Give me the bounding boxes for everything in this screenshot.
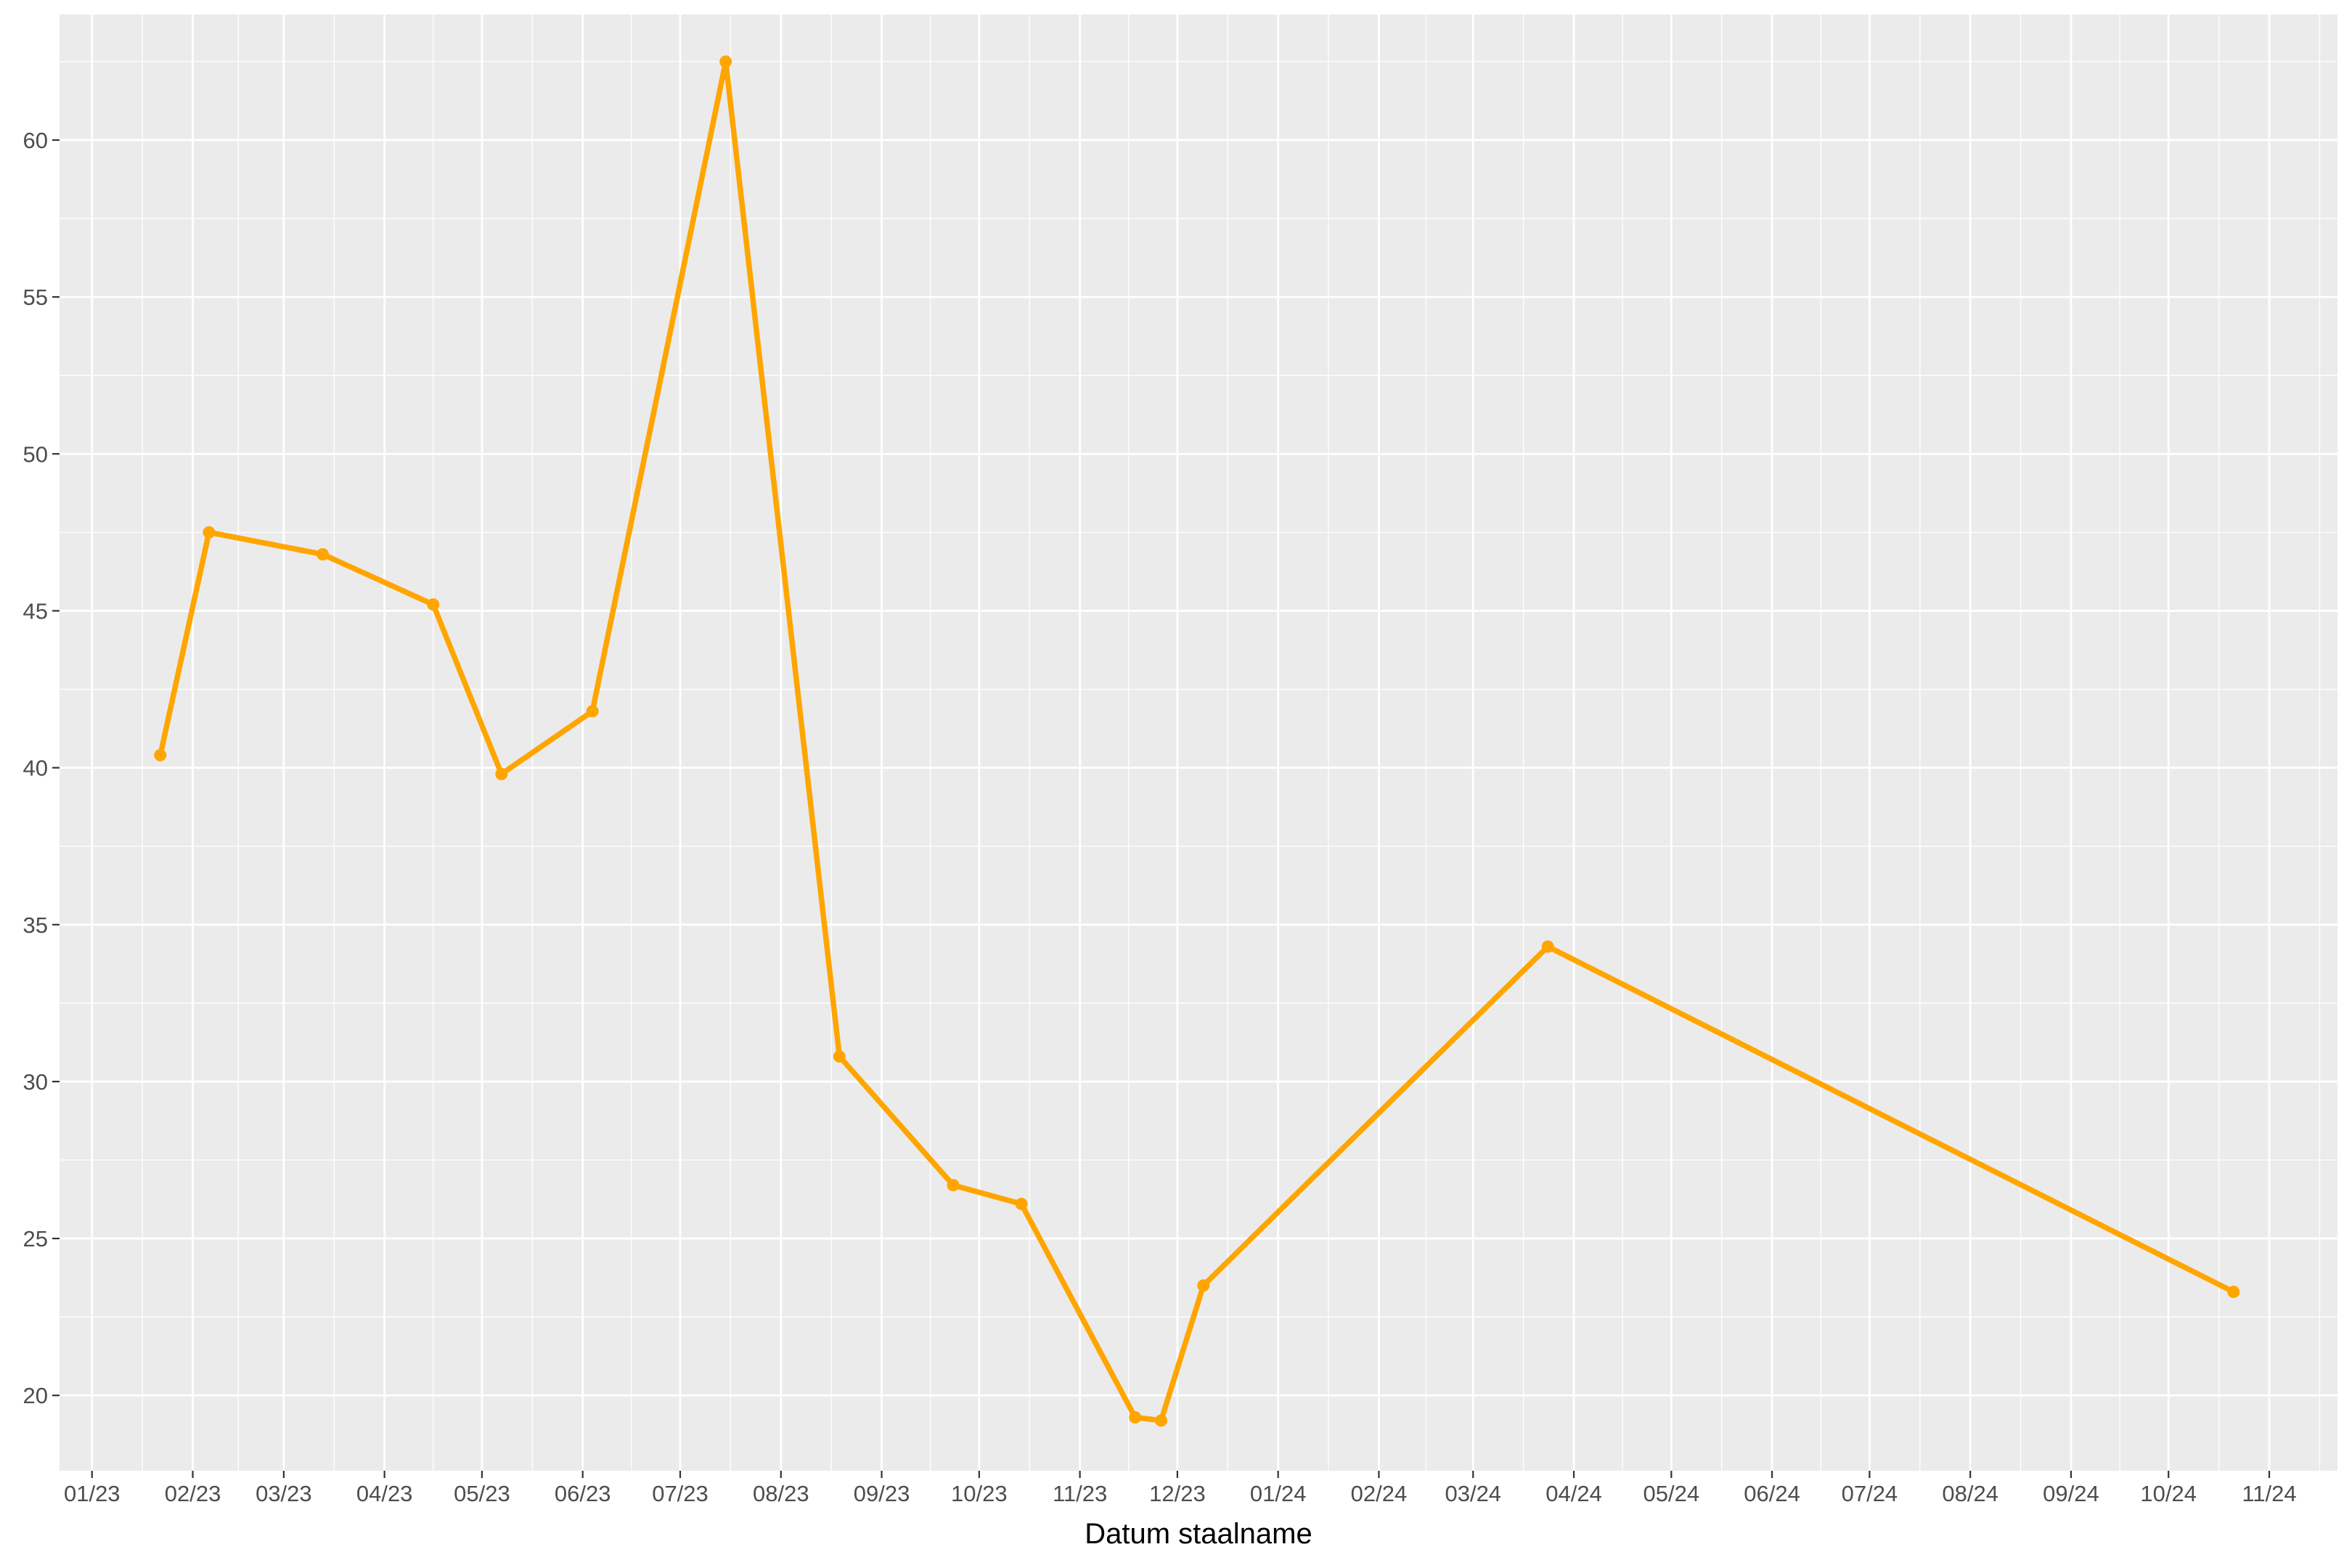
series-layer	[154, 55, 2240, 1427]
y-tick-label: 25	[23, 1226, 48, 1251]
minor-gridlines	[60, 15, 2337, 1471]
data-point	[833, 1050, 846, 1063]
data-point	[495, 767, 508, 780]
x-tick-label: 05/24	[1643, 1481, 1700, 1506]
data-point	[947, 1179, 960, 1192]
x-tick-label: 01/23	[64, 1481, 121, 1506]
x-tick-label: 09/23	[854, 1481, 910, 1506]
data-point	[719, 55, 732, 68]
data-point	[1015, 1198, 1028, 1211]
x-tick-label: 08/24	[1942, 1481, 1998, 1506]
major-gridlines	[60, 15, 2337, 1471]
y-tick-label: 45	[23, 598, 48, 624]
data-point	[586, 705, 599, 718]
x-tick-label: 10/23	[951, 1481, 1008, 1506]
x-tick-label: 11/24	[2242, 1481, 2296, 1506]
data-point	[2227, 1286, 2240, 1299]
plot-panel	[60, 15, 2337, 1471]
data-point	[203, 526, 216, 539]
x-tick-label: 05/23	[454, 1481, 510, 1506]
data-point	[154, 748, 167, 761]
x-tick-label: 03/23	[256, 1481, 312, 1506]
data-point	[1129, 1411, 1142, 1424]
y-tick-label: 40	[23, 756, 48, 781]
x-tick-label: 02/23	[165, 1481, 221, 1506]
x-tick-label: 07/24	[1842, 1481, 1898, 1506]
y-tick-label: 50	[23, 441, 48, 467]
y-tick-label: 55	[23, 285, 48, 310]
x-tick-label: 12/23	[1149, 1481, 1206, 1506]
x-tick-label: 09/24	[2043, 1481, 2099, 1506]
y-tick-label: 35	[23, 912, 48, 938]
x-tick-label: 10/24	[2140, 1481, 2197, 1506]
x-tick-label: 04/24	[1545, 1481, 1602, 1506]
x-tick-label: 02/24	[1351, 1481, 1408, 1506]
data-point	[427, 598, 440, 611]
x-tick-label: 08/23	[753, 1481, 809, 1506]
x-tick-label: 06/24	[1744, 1481, 1800, 1506]
x-axis: 01/23 02/23 03/23 04/23 05/23 06/23 07/23 08/23…	[64, 1471, 2297, 1506]
x-tick-label: 06/23	[555, 1481, 611, 1506]
x-tick-label: 03/24	[1445, 1481, 1501, 1506]
data-point	[317, 548, 330, 561]
y-tick-label: 20	[23, 1383, 48, 1408]
y-tick-label: 60	[23, 128, 48, 153]
data-point	[1541, 940, 1554, 953]
x-tick-label: 11/23	[1053, 1481, 1107, 1506]
data-point	[1197, 1279, 1210, 1292]
x-tick-label: 07/23	[652, 1481, 709, 1506]
x-tick-label: 01/24	[1250, 1481, 1307, 1506]
y-axis: 20 25 30 35 40 45 50 55 60	[23, 128, 60, 1408]
x-tick-label: 04/23	[356, 1481, 413, 1506]
x-axis-title: Datum staalname	[1085, 1518, 1312, 1550]
y-tick-label: 30	[23, 1069, 48, 1095]
data-point	[1155, 1414, 1168, 1427]
